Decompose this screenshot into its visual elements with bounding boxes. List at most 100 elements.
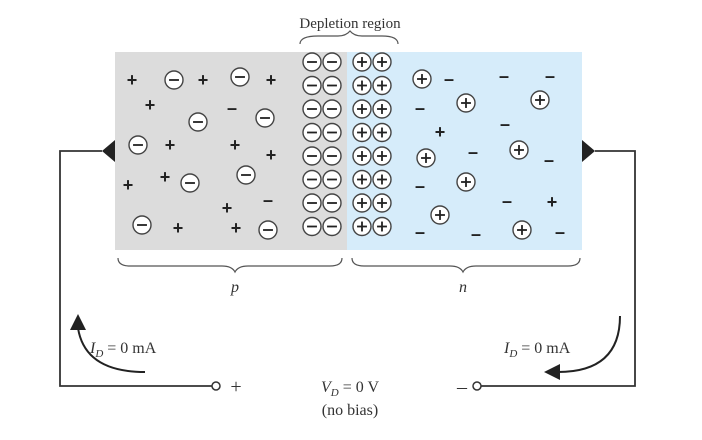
left-contact xyxy=(102,140,115,162)
plus-terminal-label: + xyxy=(230,376,241,398)
donor-ion xyxy=(352,169,372,190)
acceptor-ion xyxy=(302,99,322,119)
donor-ion xyxy=(352,122,372,143)
acceptor-ion xyxy=(302,146,322,166)
hole-carrier: + xyxy=(173,218,184,238)
electron-carrier: – xyxy=(468,142,478,162)
hole-carrier: + xyxy=(266,70,277,90)
donor-ion xyxy=(416,148,436,168)
acceptor-ion xyxy=(180,173,200,193)
donor-ion xyxy=(530,90,550,110)
electron-carrier: – xyxy=(555,222,565,242)
electron-carrier: – xyxy=(444,69,454,89)
donor-ion xyxy=(372,122,392,143)
donor-ion xyxy=(456,172,476,192)
electron-carrier: – xyxy=(471,224,481,244)
donor-ion xyxy=(372,75,392,96)
negative-terminal xyxy=(472,381,482,391)
donor-ion xyxy=(352,193,372,213)
hole-carrier: + xyxy=(198,70,209,90)
right-contact xyxy=(582,140,595,162)
right-wire xyxy=(480,150,636,387)
charge-carriers: + + +++ + ++ +++ +––– – –––– –––– – –++ xyxy=(123,52,565,244)
donor-ion xyxy=(372,146,392,166)
acceptor-ion xyxy=(302,52,322,72)
acceptor-ion xyxy=(302,216,322,237)
acceptor-ion xyxy=(322,122,342,143)
donor-ion xyxy=(412,69,432,89)
electron-carrier: – xyxy=(415,176,425,196)
acceptor-ion xyxy=(188,112,208,132)
electron-carrier: – xyxy=(544,150,554,170)
donor-ion xyxy=(509,140,529,160)
right-arrowhead xyxy=(544,364,560,380)
right-current-arrow xyxy=(557,315,621,373)
acceptor-ion xyxy=(230,67,250,87)
donor-ion xyxy=(352,146,372,166)
acceptor-ion xyxy=(322,169,342,190)
acceptor-ion xyxy=(322,146,342,166)
donor-ion xyxy=(372,52,392,72)
hole-carrier: + xyxy=(231,218,242,238)
p-brace xyxy=(117,257,343,274)
acceptor-ion xyxy=(322,193,342,213)
hole-carrier: + xyxy=(123,175,134,195)
left-wire xyxy=(59,150,212,387)
donor-ion xyxy=(456,93,476,113)
electron-carrier: – xyxy=(500,114,510,134)
hole-carrier: + xyxy=(160,167,171,187)
hole-carrier: + xyxy=(266,145,277,165)
donor-ion xyxy=(512,220,532,240)
acceptor-ion xyxy=(236,165,256,185)
electron-carrier: – xyxy=(227,98,237,118)
p-label: p xyxy=(230,279,239,296)
donor-ion xyxy=(352,216,372,237)
hole-carrier: + xyxy=(127,70,138,90)
electron-carrier: – xyxy=(502,191,512,211)
electron-carrier: – xyxy=(415,222,425,242)
n-brace xyxy=(351,257,581,274)
minus-terminal-label: – xyxy=(456,376,468,398)
hole-carrier: + xyxy=(547,192,558,212)
no-bias-label: (no bias) xyxy=(322,402,378,419)
left-arrowhead xyxy=(70,314,86,330)
acceptor-ion xyxy=(302,122,322,143)
n-label: n xyxy=(459,279,467,296)
id-left-label: ID = 0 mA xyxy=(89,340,157,360)
donor-ion xyxy=(372,193,392,213)
depletion-region-label: Depletion region xyxy=(299,16,401,32)
acceptor-ion xyxy=(128,135,148,155)
acceptor-ion xyxy=(302,169,322,190)
donor-ion xyxy=(430,205,450,225)
acceptor-ion xyxy=(258,220,278,240)
donor-ion xyxy=(352,75,372,96)
hole-carrier: + xyxy=(222,198,233,218)
hole-carrier: + xyxy=(435,122,446,142)
vd-label: VD = 0 V xyxy=(321,379,379,399)
donor-ion xyxy=(352,99,372,119)
donor-ion xyxy=(372,99,392,119)
acceptor-ion xyxy=(322,52,342,72)
acceptor-ion xyxy=(322,216,342,237)
acceptor-ion xyxy=(255,108,275,128)
electron-carrier: – xyxy=(263,190,273,210)
acceptor-ion xyxy=(322,99,342,119)
donor-ion xyxy=(352,52,372,72)
hole-carrier: + xyxy=(145,95,156,115)
acceptor-ion xyxy=(164,70,184,90)
acceptor-ion xyxy=(322,75,342,96)
electron-carrier: – xyxy=(545,66,555,86)
electron-carrier: – xyxy=(415,98,425,118)
donor-ion xyxy=(372,169,392,190)
positive-terminal xyxy=(211,381,221,391)
donor-ion xyxy=(372,216,392,237)
hole-carrier: + xyxy=(165,135,176,155)
hole-carrier: + xyxy=(230,135,241,155)
electron-carrier: – xyxy=(499,66,509,86)
depletion-brace-top xyxy=(299,30,399,45)
left-current-arrow xyxy=(77,327,146,373)
id-right-label: ID = 0 mA xyxy=(503,340,571,360)
acceptor-ion xyxy=(132,215,152,235)
